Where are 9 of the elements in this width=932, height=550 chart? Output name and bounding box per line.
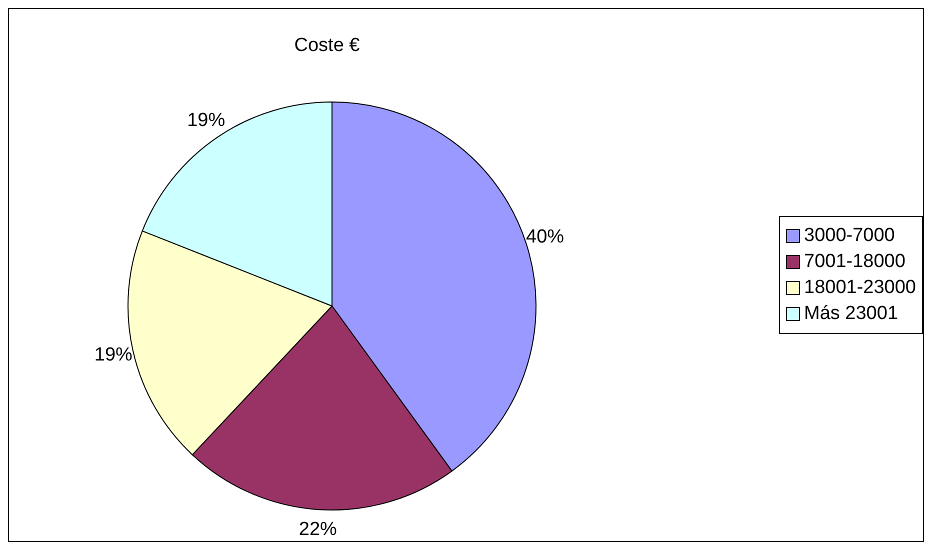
chart-title: Coste € [293,35,361,57]
legend-label: 7001-18000 [804,251,906,273]
data-label: 22% [298,519,338,540]
data-label: 19% [94,344,133,366]
legend-label: 18001-23000 [804,277,916,299]
legend-label: Más 23001 [804,303,898,325]
data-label: 40% [526,226,564,248]
data-label: 19% [187,110,226,132]
legend-label: 3000-7000 [804,225,895,247]
